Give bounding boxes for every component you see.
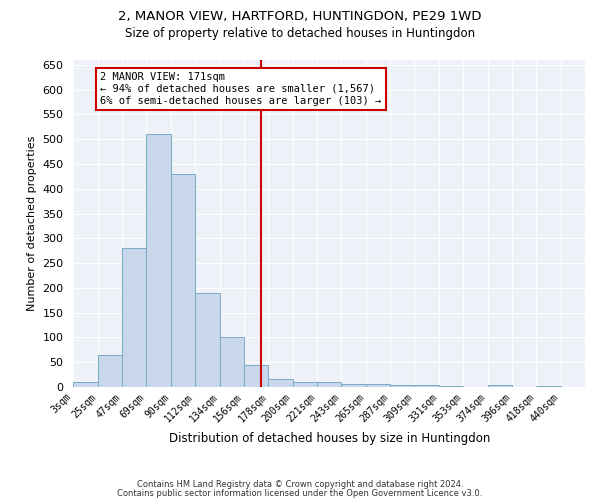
Bar	[366, 384, 390, 387]
Text: Contains public sector information licensed under the Open Government Licence v3: Contains public sector information licen…	[118, 488, 482, 498]
Text: Contains HM Land Registry data © Crown copyright and database right 2024.: Contains HM Land Registry data © Crown c…	[137, 480, 463, 489]
Bar	[317, 382, 341, 387]
Bar	[439, 386, 463, 387]
Bar	[488, 385, 512, 387]
Bar	[220, 338, 244, 387]
Bar	[122, 248, 146, 387]
Y-axis label: Number of detached properties: Number of detached properties	[27, 136, 37, 311]
Bar	[390, 385, 415, 387]
Bar	[341, 384, 366, 387]
Bar	[98, 354, 122, 387]
Text: 2 MANOR VIEW: 171sqm
← 94% of detached houses are smaller (1,567)
6% of semi-det: 2 MANOR VIEW: 171sqm ← 94% of detached h…	[100, 72, 382, 106]
Bar	[244, 364, 268, 387]
Bar	[195, 292, 220, 387]
Text: Size of property relative to detached houses in Huntingdon: Size of property relative to detached ho…	[125, 28, 475, 40]
Text: 2, MANOR VIEW, HARTFORD, HUNTINGDON, PE29 1WD: 2, MANOR VIEW, HARTFORD, HUNTINGDON, PE2…	[118, 10, 482, 23]
Bar	[293, 382, 317, 387]
Bar	[268, 380, 293, 387]
Bar	[171, 174, 195, 387]
X-axis label: Distribution of detached houses by size in Huntingdon: Distribution of detached houses by size …	[169, 432, 490, 445]
Bar	[146, 134, 171, 387]
Bar	[73, 382, 98, 387]
Bar	[536, 386, 560, 387]
Bar	[415, 386, 439, 387]
